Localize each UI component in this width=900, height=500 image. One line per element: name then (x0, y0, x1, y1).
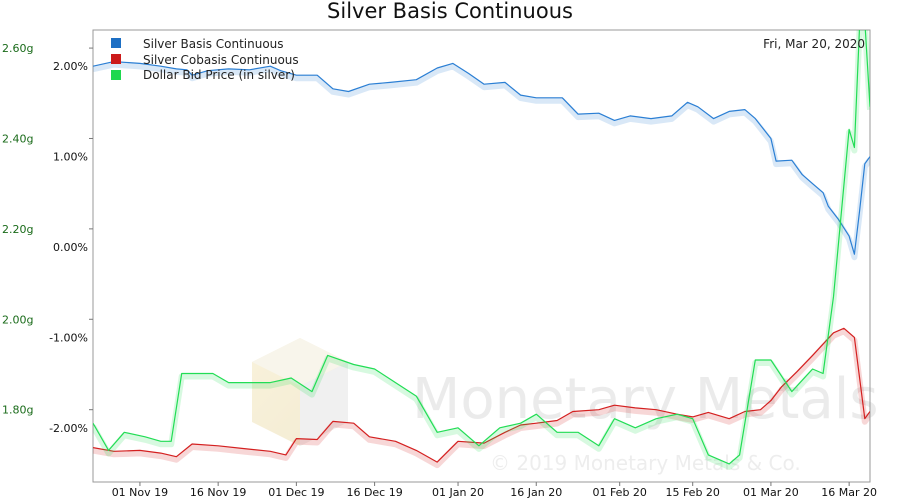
watermark-cube-logo (252, 338, 348, 446)
watermark-copyright: © 2019 Monetary Metals & Co. (490, 451, 801, 475)
watermark: Monetary Metals © 2019 Monetary Metals &… (252, 338, 879, 475)
watermark-text: Monetary Metals (412, 367, 879, 432)
series-layer (93, 30, 870, 470)
x-axis-tick-label: 01 Nov 19 (112, 486, 168, 499)
legend-label-dollar-bid: Dollar Bid Price (in silver) (143, 68, 295, 82)
left-axis-tick-label: 2.60g (2, 42, 33, 55)
x-axis-tick-label: 16 Nov 19 (190, 486, 246, 499)
legend-item-dollar-bid: Dollar Bid Price (in silver) (111, 68, 295, 82)
plot-frame (92, 29, 871, 483)
legend-swatch-dollar-bid (111, 70, 121, 80)
percent-axis-tick-label: -1.00% (49, 331, 88, 344)
left-axis-tick-label: 1.80g (2, 404, 33, 417)
series-line-dollar-bid (93, 30, 870, 465)
legend: Silver Basis Continuous Silver Cobasis C… (111, 37, 299, 82)
axes: 2.60g 2.40g 2.20g 2.00g 1.80g 2.00% 1.00% 0.00%… (2, 42, 877, 499)
legend-label-cobasis: Silver Cobasis Continuous (143, 53, 299, 67)
percent-axis-tick-label: 2.00% (53, 60, 88, 73)
x-axis-tick-label: 01 Feb 20 (592, 486, 646, 499)
percent-axis-tick-label: -2.00% (49, 422, 88, 435)
left-axis-tick-label: 2.20g (2, 223, 33, 236)
chart-title: Silver Basis Continuous (327, 0, 573, 23)
left-axis-tick-label: 2.00g (2, 313, 33, 326)
x-axis-tick-label: 01 Jan 20 (432, 486, 484, 499)
legend-swatch-basis (111, 38, 121, 48)
x-axis-tick-label: 16 Mar 20 (821, 486, 877, 499)
series-line-basis-glow (93, 61, 870, 261)
legend-label-basis: Silver Basis Continuous (143, 37, 284, 51)
x-axis-tick-label: 01 Mar 20 (743, 486, 799, 499)
percent-axis-tick-label: 1.00% (53, 151, 88, 164)
series-line-cobasis (93, 327, 870, 463)
x-axis-tick-label: 16 Dec 19 (346, 486, 402, 499)
chart-date: Fri, Mar 20, 2020 (763, 37, 865, 51)
series-line-dollar-bid-glow (93, 30, 870, 470)
percent-axis-tick-label: 0.00% (53, 241, 88, 254)
series-line-cobasis-glow (93, 328, 870, 469)
left-axis-tick-label: 2.40g (2, 132, 33, 145)
legend-item-basis: Silver Basis Continuous (111, 37, 284, 51)
series-line-basis (93, 60, 870, 255)
x-axis-tick-label: 15 Feb 20 (665, 486, 719, 499)
legend-swatch-cobasis (111, 54, 121, 64)
x-axis-tick-label: 16 Jan 20 (510, 486, 562, 499)
x-axis-tick-label: 01 Dec 19 (268, 486, 324, 499)
legend-item-cobasis: Silver Cobasis Continuous (111, 53, 299, 67)
